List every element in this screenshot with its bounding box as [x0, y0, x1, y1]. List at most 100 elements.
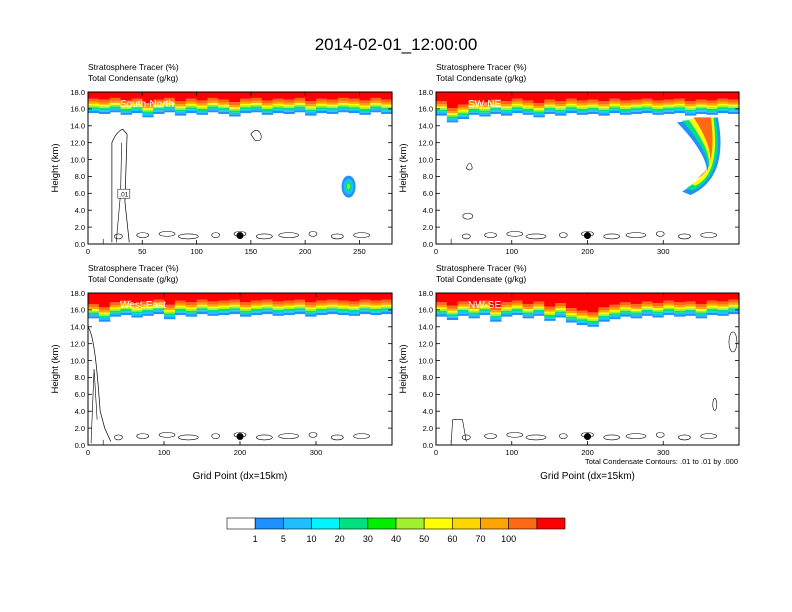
tracer-cell: [337, 110, 350, 113]
tracer-cell: [164, 100, 176, 103]
tracer-cell: [717, 98, 729, 102]
tracer-cell: [706, 105, 718, 108]
condensate-contour: [506, 432, 524, 438]
tracer-cell: [196, 111, 209, 113]
tracer-cell: [240, 314, 252, 317]
tracer-cell: [370, 110, 382, 113]
tracer-cell: [576, 315, 589, 318]
tracer-cell: [576, 111, 589, 113]
tracer-cell: [131, 107, 143, 110]
tracer-cell: [695, 99, 708, 103]
x-tick-label: 200: [299, 247, 312, 256]
tracer-cell: [142, 301, 154, 305]
tracer-cell: [457, 115, 470, 117]
tracer-cell: [457, 116, 470, 120]
tracer-cell: [348, 308, 361, 310]
tracer-cell: [598, 315, 610, 318]
colorbar-cell: [339, 517, 369, 530]
tracer-cell: [457, 308, 470, 310]
tracer-cell: [663, 102, 675, 105]
tracer-cell: [174, 303, 187, 306]
panel-header-line1: Stratosphere Tracer (%): [436, 62, 527, 72]
y-tick-label: 6.0: [75, 189, 85, 198]
y-tick-label: 2.0: [75, 223, 85, 232]
tracer-cell: [641, 312, 654, 314]
tracer-cell: [337, 303, 350, 306]
tracer-cell: [717, 304, 729, 307]
location-marker: [584, 433, 591, 441]
tracer-cell: [218, 300, 230, 304]
tracer-cell: [174, 309, 187, 312]
tracer-cell: [576, 310, 589, 314]
tracer-cell: [436, 307, 448, 310]
tracer-cell: [728, 106, 740, 109]
tracer-cell: [663, 312, 675, 315]
tracer-cell: [576, 107, 589, 109]
tracer-cell: [272, 304, 285, 307]
tracer-cell: [153, 104, 165, 107]
tracer-cell: [294, 100, 306, 103]
tracer-cell: [240, 309, 252, 311]
tracer-cell: [630, 293, 643, 304]
tracer-cell: [370, 303, 382, 306]
tracer-cell: [250, 309, 263, 312]
colorbar: 1 5 10 20 30 40 50 60 70 100: [226, 517, 566, 544]
tracer-cell: [684, 104, 697, 107]
tracer-cell: [479, 309, 491, 312]
tracer-cell: [272, 98, 285, 102]
y-tick-label: 2.0: [423, 223, 433, 232]
tracer-cell: [337, 97, 350, 101]
tracer-cell: [305, 104, 317, 107]
tracer-cell: [544, 104, 556, 107]
tracer-cell: [272, 92, 285, 99]
tracer-cell: [533, 108, 545, 110]
tracer-cell: [511, 109, 524, 111]
tracer-cell: [218, 312, 230, 315]
x-tick-label: 300: [657, 448, 670, 457]
colorbar-cell: [226, 517, 256, 530]
tracer-cell: [348, 304, 361, 307]
colorbar-label: 20: [335, 534, 345, 544]
tracer-cell: [533, 312, 545, 314]
tracer-cell: [728, 108, 740, 111]
tracer-cell: [641, 301, 654, 305]
tracer-cell: [533, 111, 545, 114]
tracer-cell: [283, 99, 295, 103]
tracer-cell: [326, 104, 339, 107]
tracer-cell: [316, 101, 328, 104]
condensate-contour: [114, 233, 123, 240]
tracer-cell: [218, 108, 230, 111]
tracer-cell: [326, 304, 339, 307]
tracer-cell: [283, 293, 295, 301]
tracer-cell: [630, 106, 643, 109]
tracer-cell: [359, 293, 371, 300]
condensate-contour: [308, 432, 318, 438]
tracer-cell: [728, 92, 740, 100]
tracer-cell: [316, 107, 328, 110]
tracer-cell: [120, 312, 133, 315]
tracer-cell: [272, 293, 285, 302]
tracer-cell: [98, 110, 111, 112]
tracer-cell: [153, 99, 165, 103]
tracer-cell: [250, 108, 263, 111]
tracer-cell: [261, 306, 274, 309]
y-tick-label: 0.0: [423, 441, 433, 450]
tracer-cell: [609, 307, 621, 310]
tracer-cell: [316, 105, 328, 108]
tracer-cell: [218, 111, 230, 114]
tracer-cell: [229, 302, 241, 305]
tracer-cell: [728, 312, 740, 315]
tracer-cell: [587, 312, 599, 316]
tracer-cell: [695, 306, 708, 310]
tracer-cell: [490, 106, 502, 109]
tracer-cell: [153, 110, 165, 112]
tracer-cell: [250, 293, 263, 301]
tracer-cell: [229, 108, 241, 111]
tracer-cell: [88, 98, 100, 102]
tracer-cell: [142, 312, 154, 314]
tracer-cell: [446, 92, 459, 109]
y-tick-label: 14.0: [70, 323, 85, 332]
tracer-cell: [706, 305, 718, 308]
panel-header-line2: Total Condensate (g/kg): [88, 73, 178, 83]
